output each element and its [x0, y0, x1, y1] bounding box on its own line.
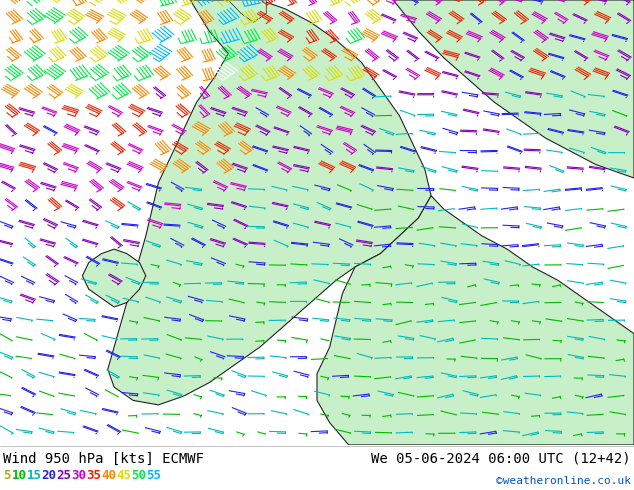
Text: 35: 35	[86, 469, 101, 483]
Polygon shape	[228, 0, 266, 22]
Text: 10: 10	[11, 469, 27, 483]
Polygon shape	[108, 0, 431, 405]
Text: 40: 40	[101, 469, 117, 483]
Text: Wind 950 hPa [kts] ECMWF: Wind 950 hPa [kts] ECMWF	[3, 452, 204, 466]
Text: 60: 60	[162, 469, 176, 483]
Polygon shape	[393, 0, 634, 178]
Text: We 05-06-2024 06:00 UTC (12+42): We 05-06-2024 06:00 UTC (12+42)	[372, 452, 631, 466]
Text: 30: 30	[72, 469, 86, 483]
Text: 15: 15	[27, 469, 41, 483]
Text: 45: 45	[117, 469, 131, 483]
Text: 55: 55	[146, 469, 162, 483]
Text: ©weatheronline.co.uk: ©weatheronline.co.uk	[496, 476, 631, 486]
Text: 20: 20	[41, 469, 56, 483]
Text: 50: 50	[131, 469, 146, 483]
Text: 5: 5	[3, 469, 11, 483]
Text: 25: 25	[56, 469, 72, 483]
Polygon shape	[317, 196, 634, 445]
Polygon shape	[82, 249, 146, 307]
